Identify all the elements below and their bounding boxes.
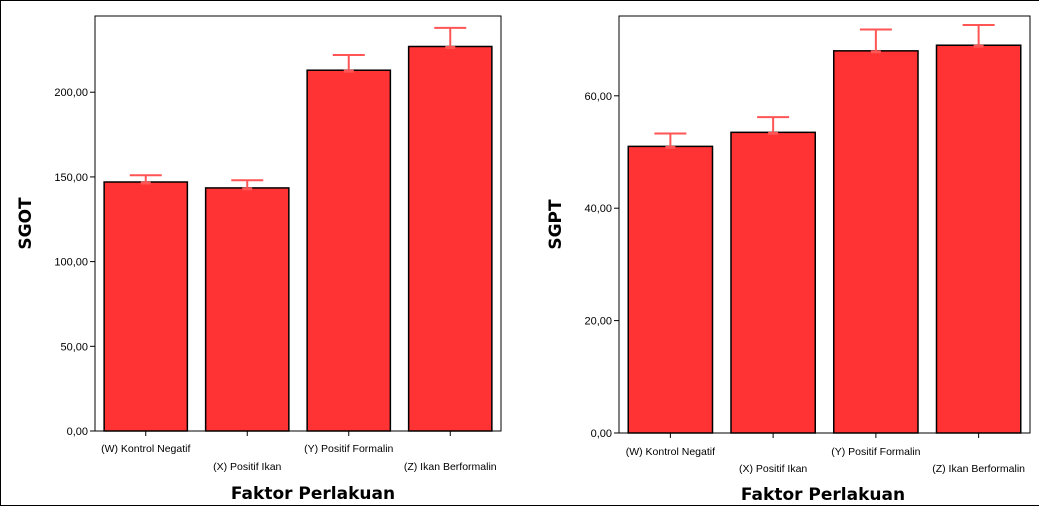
category-label: (Y) Positif Formalin (831, 446, 920, 458)
sgpt-chart: 0,00 20,00 40,00 60,00 (W) Kontrol Negatif (X… (546, 15, 1031, 505)
y-tick-label: 100,00 (54, 257, 88, 269)
y-tick-label: 150,00 (54, 172, 88, 184)
bar (407, 45, 493, 432)
category-label: (X) Positif Ikan (213, 461, 281, 473)
y-tick-label: 60,00 (584, 91, 612, 103)
plot-frame (618, 15, 1031, 434)
y-tick-label: 0,00 (591, 428, 612, 440)
bar (627, 145, 714, 434)
y-tick-label: 20,00 (584, 316, 612, 328)
sgot-chart: 0,00 50,00 100,00 150,00 200,00 (W) Kontrol N… (16, 15, 502, 504)
category-label: (W) Kontrol Negatif (101, 443, 190, 455)
category-label: (Z) Ikan Berformalin (404, 461, 497, 473)
y-tick-label: 0,00 (67, 426, 88, 438)
y-tick-label: 50,00 (60, 341, 88, 353)
bar (730, 131, 817, 434)
y-tick-label: 200,00 (54, 87, 88, 99)
y-axis-title: SGPT (546, 199, 566, 250)
bar (832, 50, 919, 434)
y-axis-title: SGOT (16, 197, 36, 250)
category-label: (Y) Positif Formalin (304, 443, 393, 455)
bar (306, 69, 392, 432)
y-tick-label: 40,00 (584, 203, 612, 215)
plot-frame (94, 15, 502, 432)
category-label: (X) Positif Ikan (739, 463, 807, 475)
category-label: (Z) Ikan Berformalin (932, 463, 1025, 475)
bar (935, 44, 1022, 434)
x-axis-title: Faktor Perlakuan (231, 484, 395, 504)
bar (103, 181, 189, 432)
category-label: (W) Kontrol Negatif (626, 446, 715, 458)
bar (204, 187, 290, 432)
x-axis-title: Faktor Perlakuan (741, 485, 905, 505)
